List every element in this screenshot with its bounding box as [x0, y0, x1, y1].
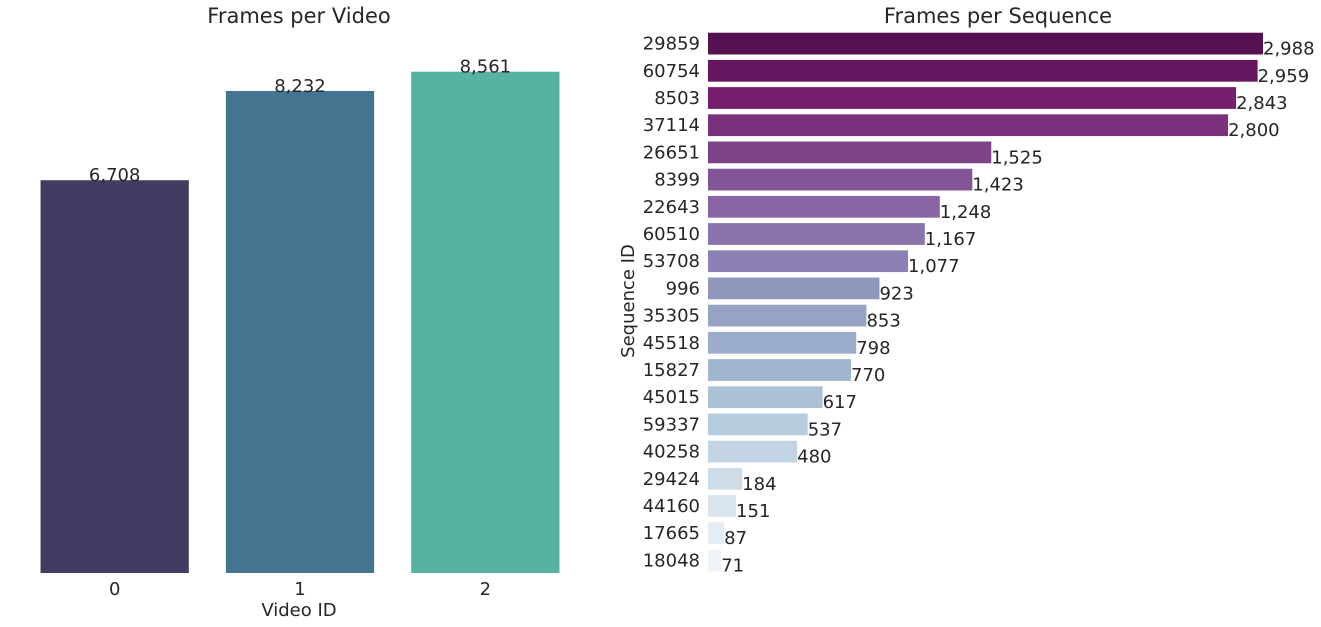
value-label: 87: [724, 528, 747, 549]
bar: [708, 87, 1237, 109]
value-label: 1,423: [972, 175, 1024, 196]
x-ticks-group: 0 1 2: [109, 579, 491, 600]
bar: [708, 386, 823, 409]
y-axis-label: Sequence ID: [618, 244, 639, 358]
value-label: 184: [742, 474, 776, 495]
bar: [411, 71, 560, 574]
bars-group: [40, 71, 560, 574]
y-tick-label: 17665: [643, 523, 700, 544]
value-label: 537: [808, 419, 842, 440]
y-tick-label: 996: [666, 278, 700, 299]
y-ticks-group: 29859 60754 8503 37114 26651 8399 22643 60510 53…: [643, 34, 700, 572]
bar: [708, 59, 1258, 82]
bar: [708, 304, 867, 327]
y-tick-label: 44160: [643, 496, 700, 517]
frames-per-sequence-chart: Frames per Sequence 2,988 2,959 2,843 2,800…: [618, 4, 1315, 576]
y-tick-label: 37114: [643, 115, 700, 136]
y-tick-label: 29424: [643, 469, 700, 490]
bar: [708, 223, 925, 245]
bar: [708, 250, 909, 273]
y-tick-label: 60754: [643, 61, 700, 82]
value-label: 480: [797, 447, 831, 468]
bar: [225, 90, 375, 573]
value-label: 2,843: [1236, 93, 1288, 114]
y-tick-label: 15827: [643, 360, 700, 381]
value-labels-group: 6,708 8,232 8,561: [89, 57, 511, 187]
bar: [708, 549, 722, 572]
y-tick-label: 8503: [654, 88, 700, 109]
value-label: 151: [736, 501, 770, 522]
value-label: 1,167: [925, 229, 977, 250]
bar: [708, 522, 725, 545]
bar: [708, 331, 857, 354]
value-label: 853: [866, 311, 900, 332]
y-tick-label: 22643: [643, 197, 700, 218]
bar: [708, 141, 992, 164]
x-tick-label: 0: [109, 579, 120, 600]
value-label: 6,708: [89, 165, 141, 186]
value-label: 71: [721, 555, 744, 576]
value-label: 8,561: [460, 57, 512, 78]
bar: [708, 168, 973, 191]
bar: [708, 195, 940, 218]
value-label: 798: [856, 338, 890, 359]
bar: [708, 440, 798, 463]
y-tick-label: 60510: [643, 224, 700, 245]
frames-per-video-chart: Frames per Video 6,708 8,232 8,561 0 1 2 Vid…: [40, 4, 560, 621]
y-tick-label: 35305: [643, 306, 700, 327]
value-label: 1,525: [991, 147, 1043, 168]
y-tick-label: 26651: [643, 142, 700, 163]
value-label: 8,232: [274, 76, 326, 97]
x-tick-label: 2: [480, 579, 491, 600]
bar: [708, 359, 852, 381]
y-tick-label: 59337: [643, 414, 700, 435]
bar: [708, 413, 808, 436]
value-label: 1,077: [908, 256, 960, 277]
value-label: 2,959: [1258, 66, 1310, 87]
value-labels-group: 2,988 2,959 2,843 2,800 1,525 1,423 1,248 1,167…: [721, 39, 1314, 577]
y-tick-label: 29859: [643, 34, 700, 55]
value-label: 1,248: [940, 202, 992, 223]
x-axis-label: Video ID: [261, 600, 336, 621]
bar: [708, 114, 1229, 137]
value-label: 617: [823, 392, 857, 413]
y-tick-label: 45518: [643, 333, 700, 354]
value-label: 2,988: [1263, 39, 1315, 60]
bar: [40, 180, 189, 573]
y-tick-label: 40258: [643, 442, 700, 463]
bar: [708, 277, 880, 300]
value-label: 923: [879, 283, 913, 304]
bars-group: [708, 32, 1263, 572]
y-tick-label: 45015: [643, 387, 700, 408]
bar: [708, 495, 737, 517]
y-tick-label: 18048: [643, 550, 700, 571]
bar: [708, 467, 743, 490]
value-label: 770: [851, 365, 885, 386]
chart-title: Frames per Sequence: [884, 4, 1112, 28]
x-tick-label: 1: [294, 579, 305, 600]
y-tick-label: 53708: [643, 251, 700, 272]
bar: [708, 32, 1263, 55]
chart-title: Frames per Video: [207, 4, 390, 28]
y-tick-label: 8399: [654, 170, 700, 191]
value-label: 2,800: [1228, 120, 1280, 141]
